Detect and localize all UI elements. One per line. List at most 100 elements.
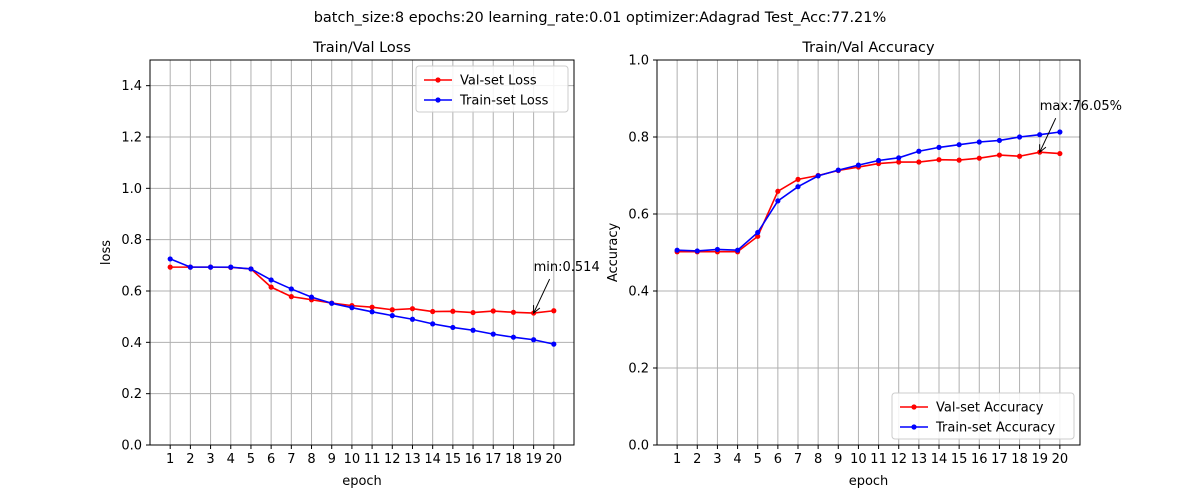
data-point — [896, 159, 902, 165]
x-tick-label: 8 — [307, 452, 315, 467]
data-point — [409, 316, 416, 322]
plot-frame — [149, 59, 575, 446]
data-point — [187, 264, 193, 270]
data-point — [996, 152, 1003, 158]
annotation-label: max:76.05% — [1040, 99, 1122, 114]
data-point — [1016, 153, 1023, 159]
data-point — [551, 308, 557, 314]
loss-chart: 1 2 3 4 5 6 7 8 9 10 11 12 13 14 15 16 17 18 19 200.00.20.4… — [99, 40, 600, 489]
x-tick-label: 7 — [794, 452, 802, 467]
x-tick-label: 1 — [673, 452, 681, 467]
chart-title: Train/Val Loss — [312, 40, 411, 56]
x-tick-label: 18 — [505, 452, 522, 467]
data-point — [389, 313, 395, 319]
data-point — [308, 294, 315, 300]
data-point — [835, 167, 841, 173]
annotation-arrowhead — [533, 305, 541, 315]
series-line-train — [677, 131, 1060, 252]
x-tick-label: 6 — [774, 452, 782, 467]
legend-swatch-marker — [911, 404, 917, 410]
data-point — [288, 286, 294, 292]
data-point — [207, 264, 214, 270]
data-point — [369, 304, 375, 310]
x-tick-label: 14 — [424, 452, 441, 467]
x-tick-label: 17 — [485, 452, 502, 467]
data-point — [450, 308, 456, 314]
data-point — [288, 294, 294, 300]
x-axis-label: epoch — [849, 474, 889, 489]
data-point — [510, 309, 517, 315]
data-point — [268, 284, 274, 290]
data-point — [734, 247, 741, 253]
data-point — [409, 306, 416, 312]
data-point — [855, 162, 862, 168]
data-point — [694, 248, 700, 254]
data-point — [248, 266, 254, 272]
y-tick-label: 0.8 — [121, 233, 142, 248]
legend-label: Train-set Accuracy — [935, 421, 1056, 436]
data-point — [755, 229, 761, 236]
data-point — [936, 144, 942, 150]
data-point — [956, 157, 962, 163]
data-point — [996, 137, 1003, 144]
x-tick-label: 2 — [693, 452, 701, 467]
data-point — [228, 264, 234, 270]
y-tick-label: 1.4 — [121, 79, 142, 94]
data-point — [1057, 150, 1063, 157]
x-tick-label: 12 — [384, 452, 401, 467]
x-tick-label: 15 — [445, 452, 462, 467]
data-point — [1037, 132, 1043, 138]
y-tick-label: 0.0 — [628, 439, 649, 454]
legend-label: Train-set Loss — [459, 94, 549, 109]
legend-swatch-marker — [435, 97, 441, 103]
y-tick-label: 1.0 — [628, 54, 649, 69]
figure-suptitle: batch_size:8 epochs:20 learning_rate:0.0… — [314, 10, 887, 26]
data-point — [875, 157, 882, 164]
x-tick-label: 11 — [364, 452, 381, 467]
data-point — [167, 256, 173, 262]
y-tick-label: 1.0 — [121, 182, 142, 197]
series-line-val — [677, 151, 1060, 253]
x-tick-label: 4 — [227, 452, 235, 467]
y-tick-label: 0.0 — [121, 439, 142, 454]
y-axis-label: Accuracy — [606, 223, 621, 283]
data-point — [976, 139, 982, 145]
x-tick-label: 9 — [834, 452, 842, 467]
y-tick-label: 0.6 — [628, 208, 649, 223]
data-point — [815, 173, 821, 179]
data-point — [450, 324, 456, 331]
data-point — [531, 337, 537, 343]
x-tick-label: 11 — [870, 452, 887, 467]
x-tick-label: 6 — [267, 452, 275, 467]
y-tick-label: 0.4 — [628, 285, 649, 300]
x-tick-label: 2 — [186, 452, 194, 467]
x-tick-label: 13 — [911, 452, 928, 467]
x-tick-label: 17 — [991, 452, 1008, 467]
x-tick-label: 12 — [890, 452, 907, 467]
x-tick-label: 16 — [465, 452, 482, 467]
data-point — [349, 305, 355, 311]
y-tick-label: 0.2 — [628, 362, 649, 377]
data-point — [470, 309, 476, 316]
series-line-val — [170, 266, 554, 314]
data-point — [430, 321, 436, 327]
data-point — [795, 184, 801, 190]
legend-swatch-marker — [435, 77, 441, 83]
data-point — [490, 308, 496, 314]
series-line-train — [169, 258, 554, 345]
y-tick-label: 0.2 — [121, 387, 142, 402]
y-tick-label: 0.6 — [121, 285, 142, 300]
data-point — [430, 308, 436, 315]
data-point — [389, 307, 395, 313]
data-point — [268, 277, 274, 283]
x-tick-label: 5 — [754, 452, 762, 467]
data-point — [551, 341, 557, 347]
data-point — [510, 334, 517, 340]
x-tick-label: 20 — [546, 452, 563, 467]
x-tick-label: 7 — [287, 452, 295, 467]
x-tick-label: 8 — [814, 452, 822, 467]
x-tick-label: 13 — [404, 452, 421, 467]
data-point — [1057, 129, 1063, 135]
x-axis-label: epoch — [342, 474, 382, 489]
legend-box — [891, 392, 1075, 440]
